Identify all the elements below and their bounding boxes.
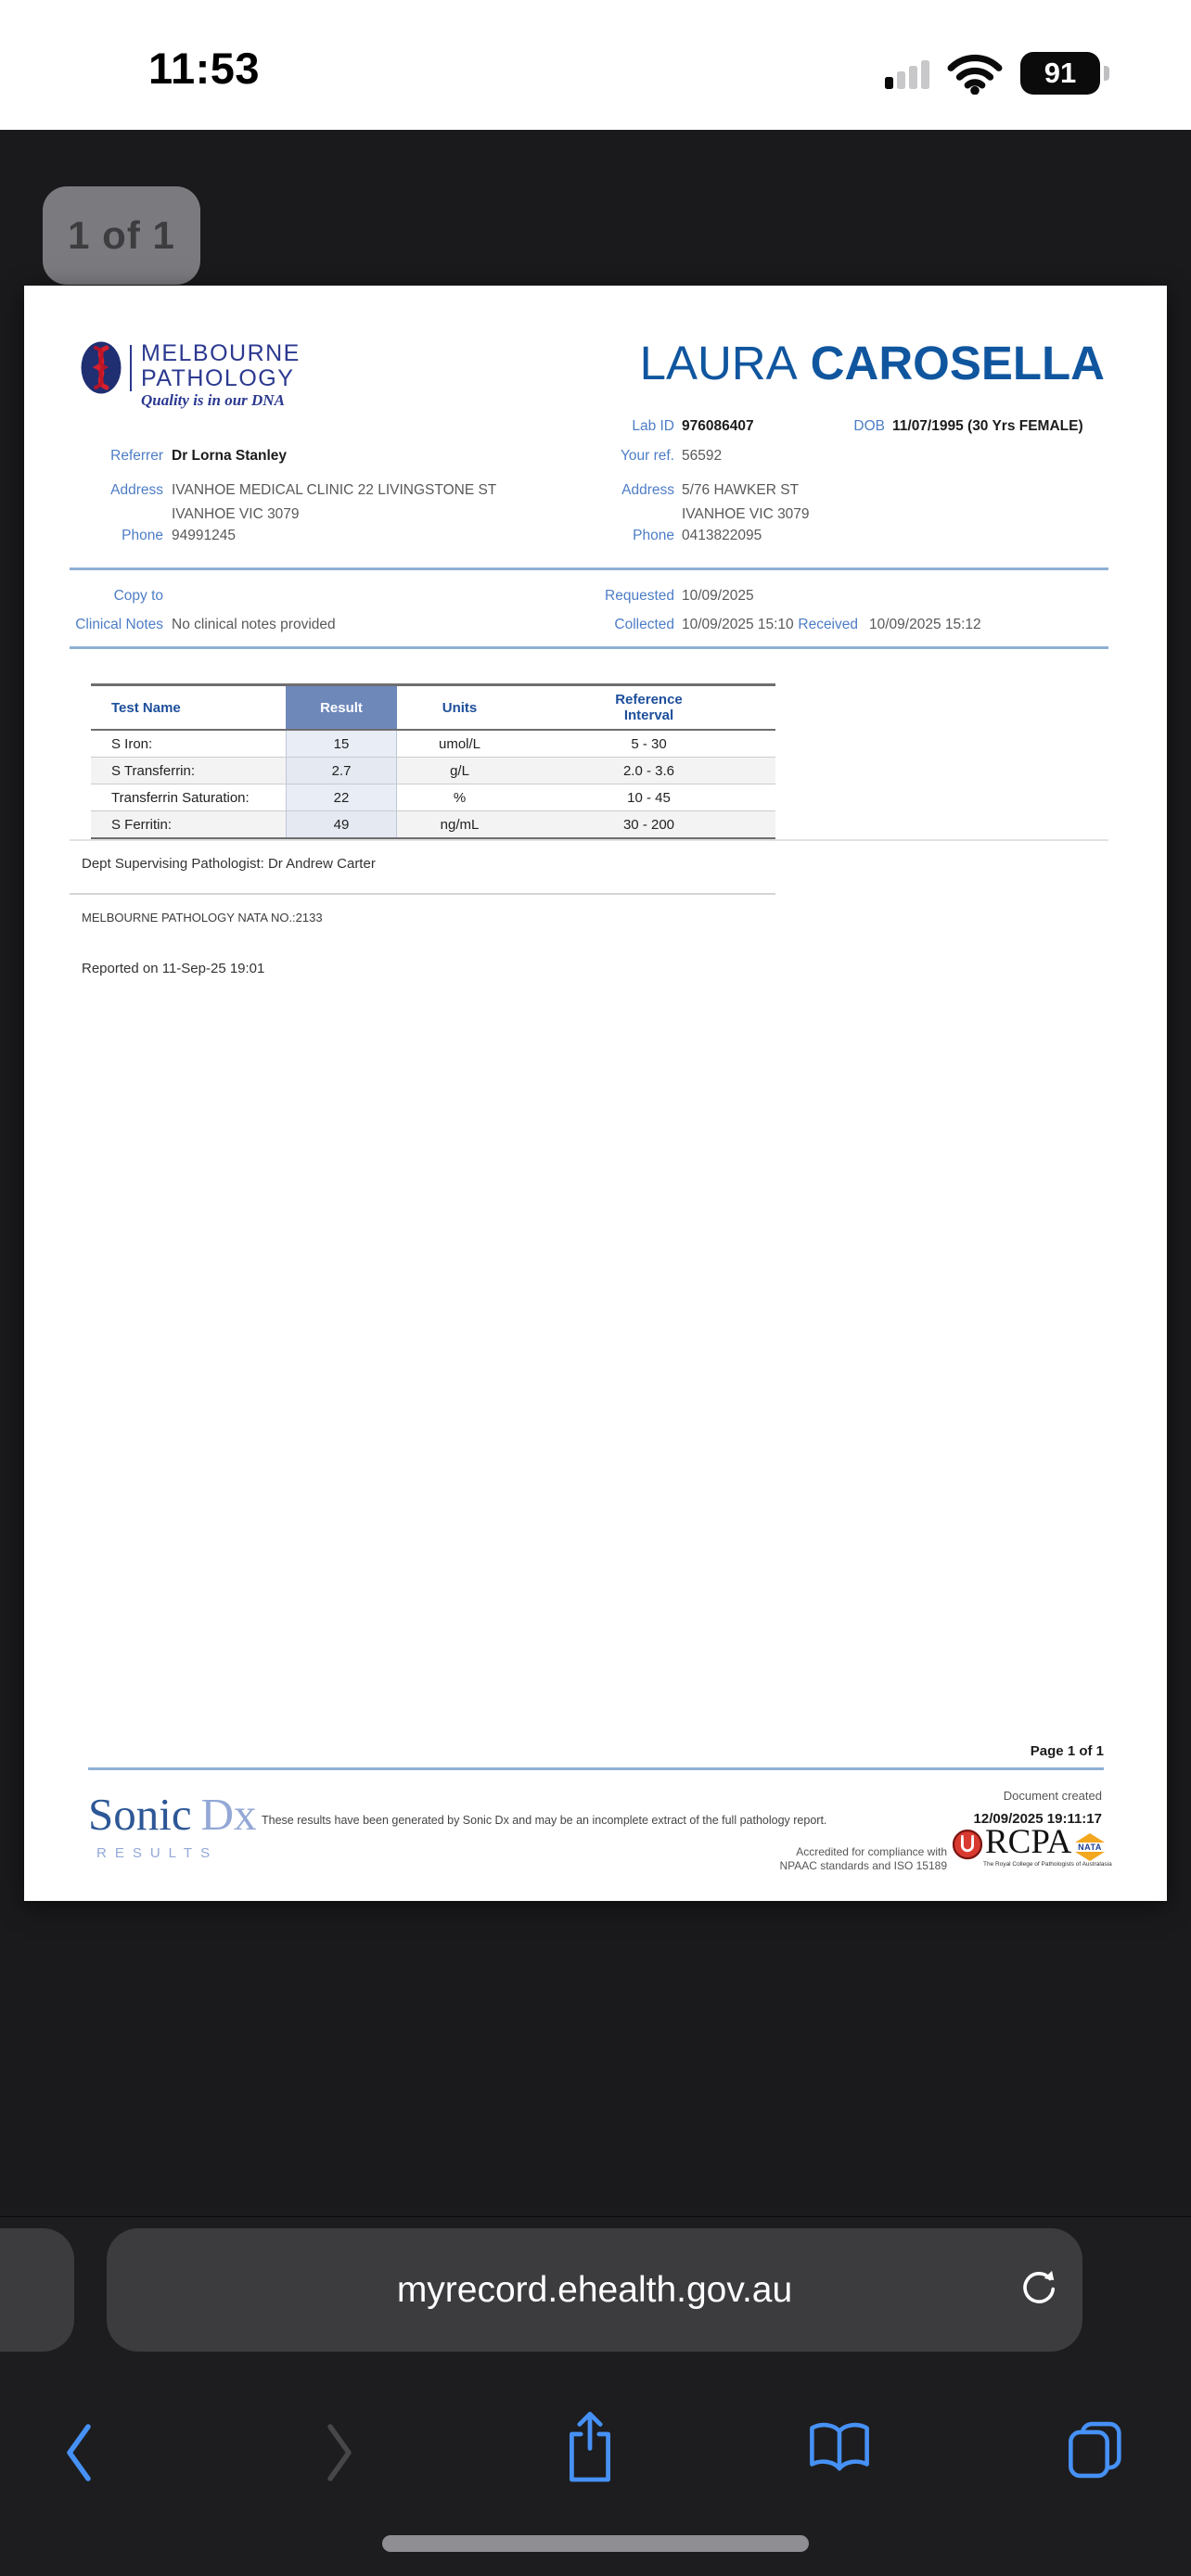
lab-name-line2: PATHOLOGY xyxy=(141,365,295,391)
pdf-viewer[interactable]: 1 of 1 MELBOURNE PATHOLOGY Quality is in… xyxy=(0,130,1191,2216)
lab-name: MELBOURNE PATHOLOGY xyxy=(141,341,301,391)
reload-icon[interactable] xyxy=(1018,2268,1060,2311)
results-table-header: Test Name Result Units Reference Interva… xyxy=(91,686,775,731)
received-value: 10/09/2025 15:12 xyxy=(869,617,981,632)
yourref-label: Your ref. xyxy=(620,448,674,464)
results-table: Test Name Result Units Reference Interva… xyxy=(91,683,775,840)
accreditation-text: Accredited for compliance with NPAAC sta… xyxy=(779,1845,947,1872)
labid-value: 976086407 xyxy=(682,418,754,434)
copyto-requested-row: Copy to Requested 10/09/2025 xyxy=(24,586,1167,606)
document-created-value: 12/09/2025 19:11:17 xyxy=(973,1811,1102,1827)
battery-percent: 91 xyxy=(1044,57,1077,89)
dob-label: DOB xyxy=(853,418,885,434)
collected-value: 10/09/2025 15:10 xyxy=(682,617,794,632)
cellular-signal-icon xyxy=(885,57,929,89)
patient-address-value: 5/76 HAWKER ST IVANHOE VIC 3079 xyxy=(682,478,810,527)
footer-disclaimer: These results have been generated by Son… xyxy=(262,1814,827,1827)
referrer-address-value: IVANHOE MEDICAL CLINIC 22 LIVINGSTONE ST… xyxy=(172,478,496,527)
referrer-address-line1: IVANHOE MEDICAL CLINIC 22 LIVINGSTONE ST xyxy=(172,482,497,498)
patient-first-name: LAURA xyxy=(639,337,798,389)
status-bar: 11:53 91 xyxy=(0,0,1191,130)
nata-number: MELBOURNE PATHOLOGY NATA NO.:2133 xyxy=(82,911,323,925)
requested-label: Requested xyxy=(605,588,674,604)
patient-address-line1: 5/76 HAWKER ST xyxy=(682,482,800,498)
lab-tagline: Quality is in our DNA xyxy=(141,391,285,409)
referrer-value: Dr Lorna Stanley xyxy=(172,448,288,464)
forward-button[interactable] xyxy=(320,2419,359,2486)
page-indicator-badge: 1 of 1 xyxy=(43,186,200,285)
table-footer-line xyxy=(70,839,1108,841)
page-count: Page 1 of 1 xyxy=(1030,1743,1104,1759)
patient-name: LAURA CAROSELLA xyxy=(640,336,1105,390)
sonicdx-logo: Sonic Dx xyxy=(88,1789,257,1840)
back-button[interactable] xyxy=(59,2419,98,2486)
header-test-name: Test Name xyxy=(111,699,181,716)
address-bar[interactable]: myrecord.ehealth.gov.au xyxy=(107,2228,1082,2352)
previous-tab-peek[interactable] xyxy=(0,2228,74,2352)
referrer-address-label: Address xyxy=(110,482,163,498)
safari-toolbar: myrecord.ehealth.gov.au xyxy=(0,2216,1191,2576)
header-reference-interval: Reference Interval xyxy=(615,692,683,723)
table-row: Transferrin Saturation: 22 % 10 - 45 xyxy=(91,784,775,810)
patient-last-name: CAROSELLA xyxy=(810,337,1105,389)
patient-address-label: Address xyxy=(621,482,674,498)
referrer-row: Referrer Dr Lorna Stanley Your ref. 5659… xyxy=(24,446,1167,466)
table-row: S Transferrin: 2.7 g/L 2.0 - 3.6 xyxy=(91,757,775,784)
labid-label: Lab ID xyxy=(632,418,674,434)
lab-name-line1: MELBOURNE xyxy=(141,340,301,366)
rcpa-logo: RCPA xyxy=(952,1825,1071,1862)
referrer-label: Referrer xyxy=(110,448,163,464)
safari-nav-row xyxy=(0,2411,1191,2503)
referrer-phone-label: Phone xyxy=(122,528,163,543)
patient-phone-label: Phone xyxy=(633,528,674,543)
labid-dob-row: Lab ID 976086407 DOB 11/07/1995 (30 Yrs … xyxy=(24,416,1167,437)
sonicdx-results-label: RESULTS xyxy=(96,1845,219,1861)
collected-label: Collected xyxy=(614,617,674,632)
melbourne-pathology-logo-icon xyxy=(81,341,122,394)
table-row: S Ferritin: 49 ng/mL 30 - 200 xyxy=(91,810,775,837)
status-icons: 91 xyxy=(885,52,1109,95)
patient-phone-value: 0413822095 xyxy=(682,528,762,543)
pathology-report-page: MELBOURNE PATHOLOGY Quality is in our DN… xyxy=(24,286,1167,1901)
bookmarks-icon[interactable] xyxy=(807,2419,872,2477)
clinical-notes-value: No clinical notes provided xyxy=(172,617,336,632)
referrer-address-line2: IVANHOE VIC 3079 xyxy=(172,506,300,522)
referrer-phone-value: 94991245 xyxy=(172,528,236,543)
phone-row: Phone 94991245 Phone 0413822095 xyxy=(24,526,1167,546)
status-time: 11:53 xyxy=(147,44,261,93)
requested-value: 10/09/2025 xyxy=(682,588,754,604)
battery-cap xyxy=(1104,66,1109,81)
pathologist-divider-line xyxy=(70,893,775,895)
received-label: Received xyxy=(798,617,858,632)
address-bar-url[interactable]: myrecord.ehealth.gov.au xyxy=(396,2269,793,2310)
rcpa-tagline: The Royal College of Pathologists of Aus… xyxy=(983,1861,1112,1868)
wifi-icon xyxy=(947,54,1003,95)
nata-logo: NATA xyxy=(1074,1833,1106,1861)
yourref-value: 56592 xyxy=(682,448,723,464)
copyto-label: Copy to xyxy=(113,588,163,604)
header-result: Result xyxy=(286,686,397,729)
pathologist-note: Dept Supervising Pathologist: Dr Andrew … xyxy=(82,856,376,872)
document-created-label: Document created xyxy=(1003,1789,1102,1803)
rcpa-emblem-icon xyxy=(952,1830,983,1860)
footer-divider-line xyxy=(88,1767,1104,1770)
logo-divider xyxy=(130,345,132,391)
share-icon[interactable] xyxy=(561,2408,619,2486)
clinical-notes-label: Clinical Notes xyxy=(75,617,163,632)
section-divider-line-2 xyxy=(70,646,1108,649)
home-indicator[interactable] xyxy=(382,2535,809,2552)
patient-address-line2: IVANHOE VIC 3079 xyxy=(682,506,810,522)
clinical-collected-row: Clinical Notes No clinical notes provide… xyxy=(24,615,1167,635)
reported-on: Reported on 11-Sep-25 19:01 xyxy=(82,961,265,976)
table-row: S Iron: 15 umol/L 5 - 30 xyxy=(91,731,775,757)
tabs-icon[interactable] xyxy=(1065,2419,1126,2480)
dob-value: 11/07/1995 (30 Yrs FEMALE) xyxy=(892,418,1083,434)
header-units: Units xyxy=(442,699,478,716)
address-row: Address IVANHOE MEDICAL CLINIC 22 LIVING… xyxy=(24,478,1167,523)
battery-icon: 91 xyxy=(1020,52,1109,95)
section-divider-line xyxy=(70,567,1108,570)
